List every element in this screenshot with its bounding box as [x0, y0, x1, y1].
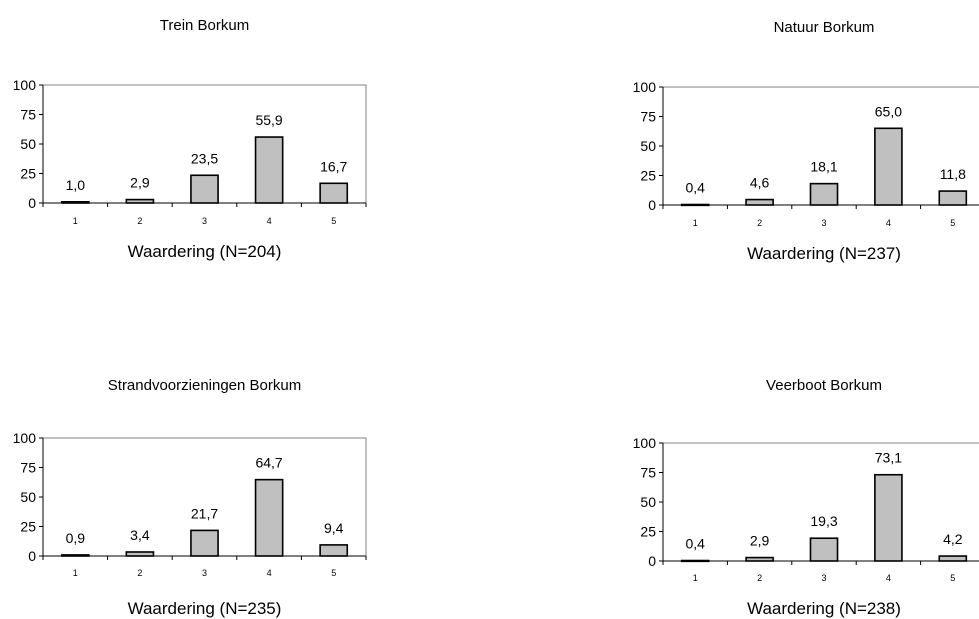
- x-tick-label: 4: [886, 573, 891, 583]
- data-label: 9,4: [324, 520, 344, 536]
- x-tick-label: 4: [267, 568, 272, 578]
- y-tick-label: 50: [20, 136, 36, 152]
- bar: [938, 190, 968, 206]
- x-tick-label: 2: [137, 216, 142, 226]
- bar: [60, 201, 90, 204]
- chart-3: Strandvoorzieningen Borkum02550751000,91…: [13, 377, 367, 618]
- data-label: 73,1: [875, 450, 902, 466]
- x-tick-label: 3: [202, 216, 207, 226]
- x-axis-label: Waardering (N=204): [128, 242, 282, 261]
- data-label: 19,3: [810, 513, 837, 529]
- x-tick-label: 1: [73, 216, 78, 226]
- x-tick-label: 3: [202, 568, 207, 578]
- bar: [254, 478, 284, 557]
- y-tick-label: 50: [20, 489, 36, 505]
- bar: [190, 174, 219, 204]
- bar: [125, 198, 155, 204]
- data-label: 0,9: [66, 530, 86, 546]
- y-tick-label: 50: [640, 138, 656, 154]
- data-label: 18,1: [810, 159, 837, 175]
- x-tick-label: 2: [757, 573, 762, 583]
- bar: [745, 198, 774, 206]
- data-label: 4,6: [750, 175, 770, 191]
- bar: [319, 182, 349, 204]
- y-tick-label: 0: [28, 548, 36, 564]
- x-tick-label: 2: [137, 568, 142, 578]
- y-tick-label: 75: [20, 107, 36, 123]
- data-label: 1,0: [66, 177, 86, 193]
- chart-title: Strandvoorzieningen Borkum: [108, 377, 301, 394]
- bar: [938, 555, 968, 562]
- bar: [809, 537, 839, 562]
- bar: [680, 203, 710, 207]
- x-tick-label: 3: [821, 218, 826, 228]
- chart-title: Veerboot Borkum: [766, 377, 882, 394]
- x-tick-label: 4: [886, 218, 891, 228]
- chart-title: Trein Borkum: [160, 17, 249, 34]
- y-tick-label: 75: [640, 109, 656, 125]
- data-label: 2,9: [750, 533, 770, 549]
- data-label: 0,4: [685, 180, 705, 196]
- bar: [874, 473, 903, 562]
- x-tick-label: 5: [950, 573, 955, 583]
- data-label: 2,9: [130, 175, 150, 191]
- y-tick-label: 25: [20, 519, 36, 535]
- y-tick-label: 100: [13, 430, 37, 446]
- chart-1: Trein Borkum 0 25 50 75 100 1,0 1 2,9 2 23,5 3 55,9 4…: [13, 17, 367, 261]
- x-tick-label: 2: [757, 218, 762, 228]
- data-label: 0,4: [685, 536, 705, 552]
- data-label: 21,7: [191, 505, 218, 521]
- bar: [125, 551, 155, 557]
- bar: [680, 559, 710, 563]
- data-label: 55,9: [255, 112, 282, 128]
- y-tick-label: 100: [633, 79, 657, 95]
- x-tick-label: 3: [821, 573, 826, 583]
- y-tick-label: 100: [633, 435, 657, 451]
- chart-4: Veerboot Borkum 0 25 50 75 100 0,4 1 2,9 2 19,3 3 73…: [633, 377, 979, 618]
- y-tick-label: 25: [640, 524, 656, 540]
- x-tick-label: 4: [267, 216, 272, 226]
- y-tick-label: 100: [13, 77, 37, 93]
- bar: [745, 556, 774, 562]
- data-label: 64,7: [255, 455, 282, 471]
- chart-2: Natuur Borkum 0 25 50 75 100 0,4 1 4,6 2 18,1 3 65,0…: [633, 19, 979, 263]
- x-tick-label: 1: [693, 218, 698, 228]
- y-tick-label: 0: [28, 195, 36, 211]
- x-tick-label: 1: [73, 568, 78, 578]
- y-tick-label: 25: [640, 168, 656, 184]
- data-label: 16,7: [320, 158, 347, 174]
- bar: [190, 529, 219, 557]
- bar: [254, 136, 284, 204]
- x-axis-label: Waardering (N=237): [747, 244, 901, 263]
- bar: [874, 127, 903, 206]
- x-tick-label: 5: [331, 216, 336, 226]
- x-axis-label: Waardering (N=235): [128, 599, 282, 618]
- bar: [60, 554, 90, 557]
- data-label: 65,0: [875, 103, 902, 119]
- x-tick-label: 5: [950, 218, 955, 228]
- x-tick-label: 1: [693, 573, 698, 583]
- x-tick-label: 5: [331, 568, 336, 578]
- data-label: 11,8: [940, 166, 966, 182]
- y-tick-label: 50: [640, 494, 656, 510]
- data-label: 3,4: [130, 527, 150, 543]
- bar: [809, 182, 839, 206]
- y-tick-label: 0: [648, 197, 656, 213]
- x-axis-label: Waardering (N=238): [747, 599, 901, 618]
- chart-title: Natuur Borkum: [774, 19, 875, 36]
- y-tick-label: 0: [648, 553, 656, 569]
- data-label: 4,2: [943, 531, 963, 547]
- data-label: 23,5: [191, 150, 218, 166]
- bar: [319, 544, 349, 557]
- y-tick-label: 25: [20, 166, 36, 182]
- y-tick-label: 75: [640, 465, 656, 481]
- y-tick-label: 75: [20, 460, 36, 476]
